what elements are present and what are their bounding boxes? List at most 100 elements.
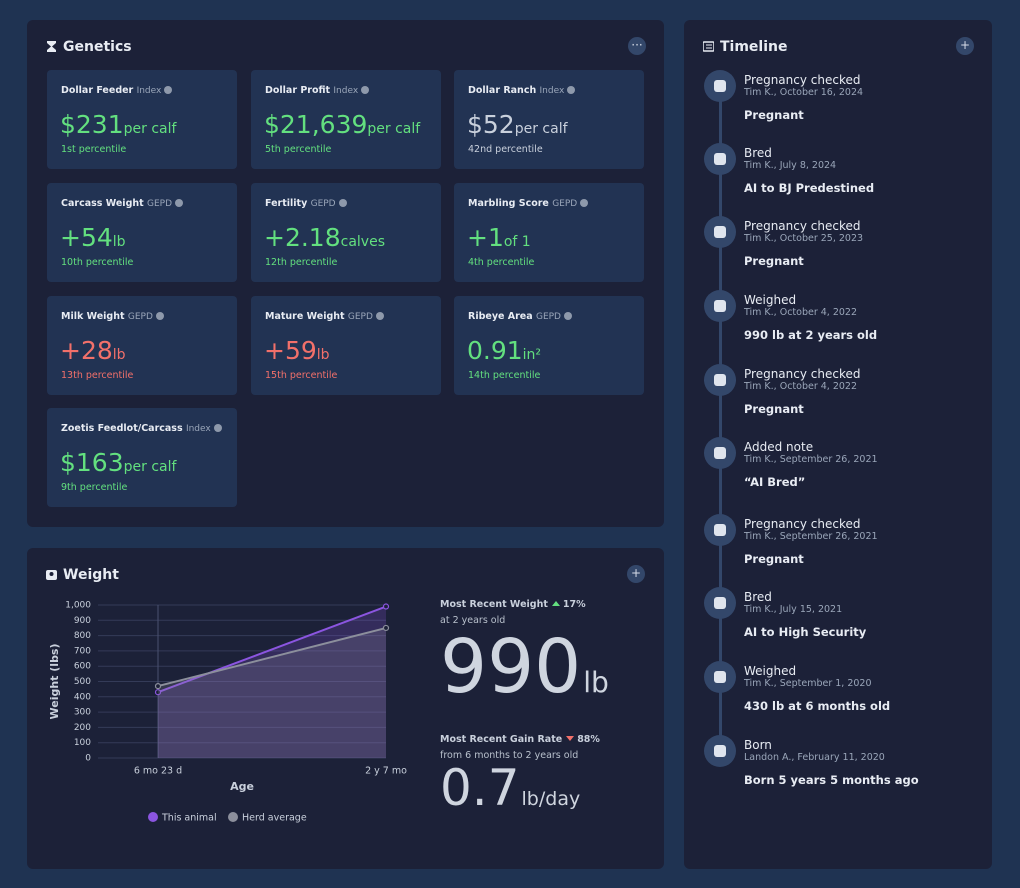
event-meta: Tim K., October 25, 2023 <box>744 233 864 244</box>
event-title: Added note <box>744 440 814 454</box>
event-detail: Pregnant <box>744 254 804 268</box>
legend-label: Herd average <box>242 813 307 824</box>
stat-name: Most Recent Weight <box>440 599 548 610</box>
change-arrow <box>566 736 575 741</box>
trait-kind: Index <box>333 86 359 96</box>
event-detail: Pregnant <box>744 402 804 416</box>
info-icon <box>567 86 576 94</box>
stat-label: Most Recent Gain Rate 88% <box>440 734 600 745</box>
trait-kind: GEPD <box>535 312 561 322</box>
genetics-card: Milk Weight GEPD +28lb 13th percentile <box>47 296 237 395</box>
trait-name: Ribeye Area <box>468 311 533 322</box>
trait-name: Dollar Feeder <box>61 85 134 96</box>
y-tick-label: 0 <box>85 754 91 764</box>
stat-name: Most Recent Gain Rate <box>440 734 563 745</box>
card-value: $52per calf <box>467 110 568 139</box>
event-title: Bred <box>744 590 772 604</box>
percentile: 1st percentile <box>61 144 127 155</box>
legend-swatch <box>228 812 238 822</box>
genetics-card: Dollar Feeder Index $231per calf 1st perce… <box>47 70 237 169</box>
genetics-card: Carcass Weight GEPD +54lb 10th percentile <box>47 183 237 282</box>
card-value: +59lb <box>264 336 330 365</box>
y-tick-label: 400 <box>74 692 91 702</box>
trait-name: Carcass Weight <box>61 198 144 209</box>
x-tick-label: 2 y 7 mo <box>365 766 407 777</box>
event-title: Weighed <box>744 293 797 307</box>
trait-kind: GEPD <box>552 199 578 209</box>
add-button[interactable]: + <box>956 37 974 55</box>
percentile: 4th percentile <box>468 257 535 268</box>
event-detail: Born 5 years 5 months ago <box>744 773 919 787</box>
unit: lb <box>583 666 609 699</box>
percentile: 12th percentile <box>265 257 338 268</box>
value: 990 <box>440 624 582 710</box>
event-meta: Tim K., July 8, 2024 <box>744 160 837 171</box>
value: 0.7 <box>440 759 520 817</box>
icon-glyph <box>714 374 726 386</box>
timeline-icon <box>704 587 736 619</box>
point <box>382 603 390 610</box>
event-detail: Pregnant <box>744 108 804 122</box>
icon-glyph <box>714 597 726 609</box>
trait-name: Fertility <box>265 198 308 209</box>
timeline-item: Added note Tim K., September 26, 2021 “AI … <box>744 440 878 489</box>
icon-glyph <box>714 524 726 536</box>
event-detail: 430 lb at 6 months old <box>744 699 891 713</box>
change: 88% <box>577 734 600 745</box>
card-name: Mature Weight GEPD <box>265 311 384 322</box>
y-tick-label: 300 <box>74 708 91 718</box>
icon-glyph <box>714 153 726 165</box>
change: 17% <box>562 599 586 610</box>
panel-title: Timeline <box>720 39 788 55</box>
card-value: +2.18calves <box>264 223 385 252</box>
info-icon <box>213 424 222 432</box>
y-tick-label: 700 <box>74 646 91 656</box>
percentile: 5th percentile <box>265 144 332 155</box>
x-axis-label: Age <box>230 780 254 793</box>
add-button[interactable]: + <box>627 565 645 583</box>
y-tick-label: 200 <box>74 723 91 733</box>
percentile: 10th percentile <box>61 257 134 268</box>
icon-glyph <box>714 671 726 683</box>
card-value: +1of 1 <box>467 223 531 252</box>
genetics-card: Dollar Ranch Index $52per calf 42nd percen… <box>454 70 644 169</box>
card-name: Carcass Weight GEPD <box>61 198 184 209</box>
event-detail: “AI Bred” <box>744 475 806 489</box>
genetics-card: Fertility GEPD +2.18calves 12th percentile <box>251 183 441 282</box>
weight-chart: 0 100 200 300 400 500 600 700 800 900 1,000 6 mo 23… <box>48 601 407 824</box>
line <box>157 626 387 688</box>
event-title: Pregnancy checked <box>744 517 861 531</box>
unit: per calf <box>123 459 177 475</box>
trait-name: Zoetis Feedlot/Carcass <box>61 423 183 434</box>
timeline-item: Weighed Tim K., October 4, 2022 990 lb at … <box>744 293 877 342</box>
event-detail: 990 lb at 2 years old <box>744 328 878 342</box>
unit: per calf <box>514 121 568 137</box>
unit: calves <box>340 234 385 250</box>
info-icon <box>164 86 173 94</box>
more-button[interactable]: ··· <box>628 37 646 55</box>
point <box>382 624 390 632</box>
trait-name: Mature Weight <box>265 311 345 322</box>
card-value: +28lb <box>60 336 126 365</box>
timeline-icon <box>704 364 736 396</box>
value: $231 <box>60 110 124 139</box>
event-meta: Tim K., October 16, 2024 <box>744 87 864 98</box>
timeline-item: Weighed Tim K., September 1, 2020 430 lb a… <box>744 664 890 713</box>
card-name: Zoetis Feedlot/Carcass Index <box>61 423 222 434</box>
percentile: 15th percentile <box>265 370 338 381</box>
event-title: Pregnancy checked <box>744 73 861 87</box>
genetics-icon <box>47 41 56 52</box>
value: +2.18 <box>264 223 341 252</box>
event-title: Pregnancy checked <box>744 219 861 233</box>
stat-value: 990lb <box>440 624 609 710</box>
unit: of 1 <box>503 234 531 250</box>
trait-name: Milk Weight <box>61 311 125 322</box>
event-meta: Tim K., September 26, 2021 <box>744 531 878 542</box>
card-name: Dollar Feeder Index <box>61 85 173 96</box>
panel-title: Weight <box>63 567 119 583</box>
unit: per calf <box>123 121 177 137</box>
value: $52 <box>467 110 515 139</box>
trait-kind: Index <box>136 86 162 96</box>
timeline-icon <box>704 290 736 322</box>
trait-name: Dollar Profit <box>265 85 331 96</box>
